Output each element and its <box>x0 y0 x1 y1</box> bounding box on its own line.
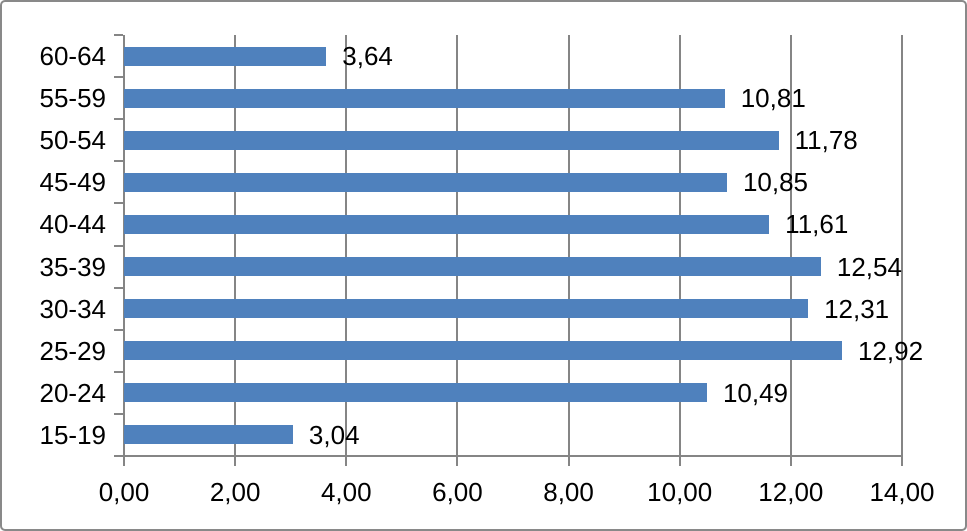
y-axis-category-label: 60-64 <box>39 41 107 72</box>
x-axis-tick-label: 14,00 <box>869 477 935 507</box>
x-axis-tick-label: 0,00 <box>98 477 150 507</box>
y-axis-tick <box>114 160 123 163</box>
y-axis-category-label: 30-34 <box>39 293 107 324</box>
x-axis-tick <box>678 457 681 466</box>
vertical-gridline <box>345 35 348 456</box>
x-axis-tick-label: 2,00 <box>209 477 261 507</box>
x-axis-tick <box>123 457 125 466</box>
x-axis-tick-label: 6,00 <box>432 477 483 507</box>
bar-value-label: 10,85 <box>742 167 809 198</box>
vertical-gridline <box>678 35 681 456</box>
y-axis-category-label: 20-24 <box>39 377 107 408</box>
bar-value-label: 10,81 <box>740 83 806 114</box>
bar <box>124 130 779 150</box>
vertical-gridline <box>901 35 903 456</box>
y-axis-category-label: 55-59 <box>39 83 107 114</box>
y-axis-tick <box>114 370 123 373</box>
y-axis-line <box>123 35 125 456</box>
bar-value-label: 11,78 <box>794 125 858 156</box>
y-axis-tick <box>114 244 123 247</box>
bar <box>124 172 727 192</box>
x-axis-tick-label: 4,00 <box>320 477 372 507</box>
bar-value-label: 3,64 <box>342 41 393 72</box>
y-axis-tick <box>114 34 123 36</box>
bar-value-label: 3,04 <box>308 419 360 450</box>
bar <box>124 257 821 277</box>
y-axis-category-label: 45-49 <box>39 167 107 198</box>
bar-value-label: 12,31 <box>824 293 890 324</box>
y-axis-tick <box>114 286 123 289</box>
bar <box>124 299 809 319</box>
y-axis-category-label: 15-19 <box>39 419 107 450</box>
bar-value-label: 11,61 <box>785 209 849 240</box>
y-axis-tick <box>114 202 123 205</box>
y-axis-category-label: 50-54 <box>39 125 107 156</box>
x-axis-tick <box>345 457 348 466</box>
x-axis-tick-label: 12,00 <box>758 477 824 507</box>
y-axis-tick <box>114 412 123 415</box>
bar <box>124 46 327 66</box>
vertical-gridline <box>789 35 792 456</box>
vertical-gridline <box>234 35 237 456</box>
bar <box>124 425 293 445</box>
y-axis-tick <box>114 455 123 457</box>
y-axis-tick <box>114 118 123 121</box>
bar-value-label: 10,49 <box>722 377 789 408</box>
x-axis-tick <box>234 457 237 466</box>
x-axis-tick <box>456 457 459 466</box>
y-axis-category-label: 40-44 <box>39 209 107 240</box>
y-axis-category-label: 25-29 <box>39 335 107 366</box>
bar <box>124 341 842 361</box>
bar <box>124 88 725 108</box>
vertical-gridline <box>567 35 570 456</box>
y-axis-category-label: 35-39 <box>39 251 107 282</box>
bar-value-label: 12,92 <box>857 335 924 366</box>
bar <box>124 383 707 403</box>
x-axis-tick <box>901 457 903 466</box>
bar <box>124 214 770 234</box>
x-axis-tick-label: 10,00 <box>647 477 713 507</box>
x-axis-tick <box>567 457 570 466</box>
x-axis-line <box>123 455 903 457</box>
bar-value-label: 12,54 <box>836 251 902 282</box>
y-axis-tick <box>114 328 123 331</box>
vertical-gridline <box>456 35 459 456</box>
y-axis-tick <box>114 76 123 79</box>
x-axis-tick-label: 8,00 <box>543 477 594 507</box>
x-axis-tick <box>789 457 792 466</box>
